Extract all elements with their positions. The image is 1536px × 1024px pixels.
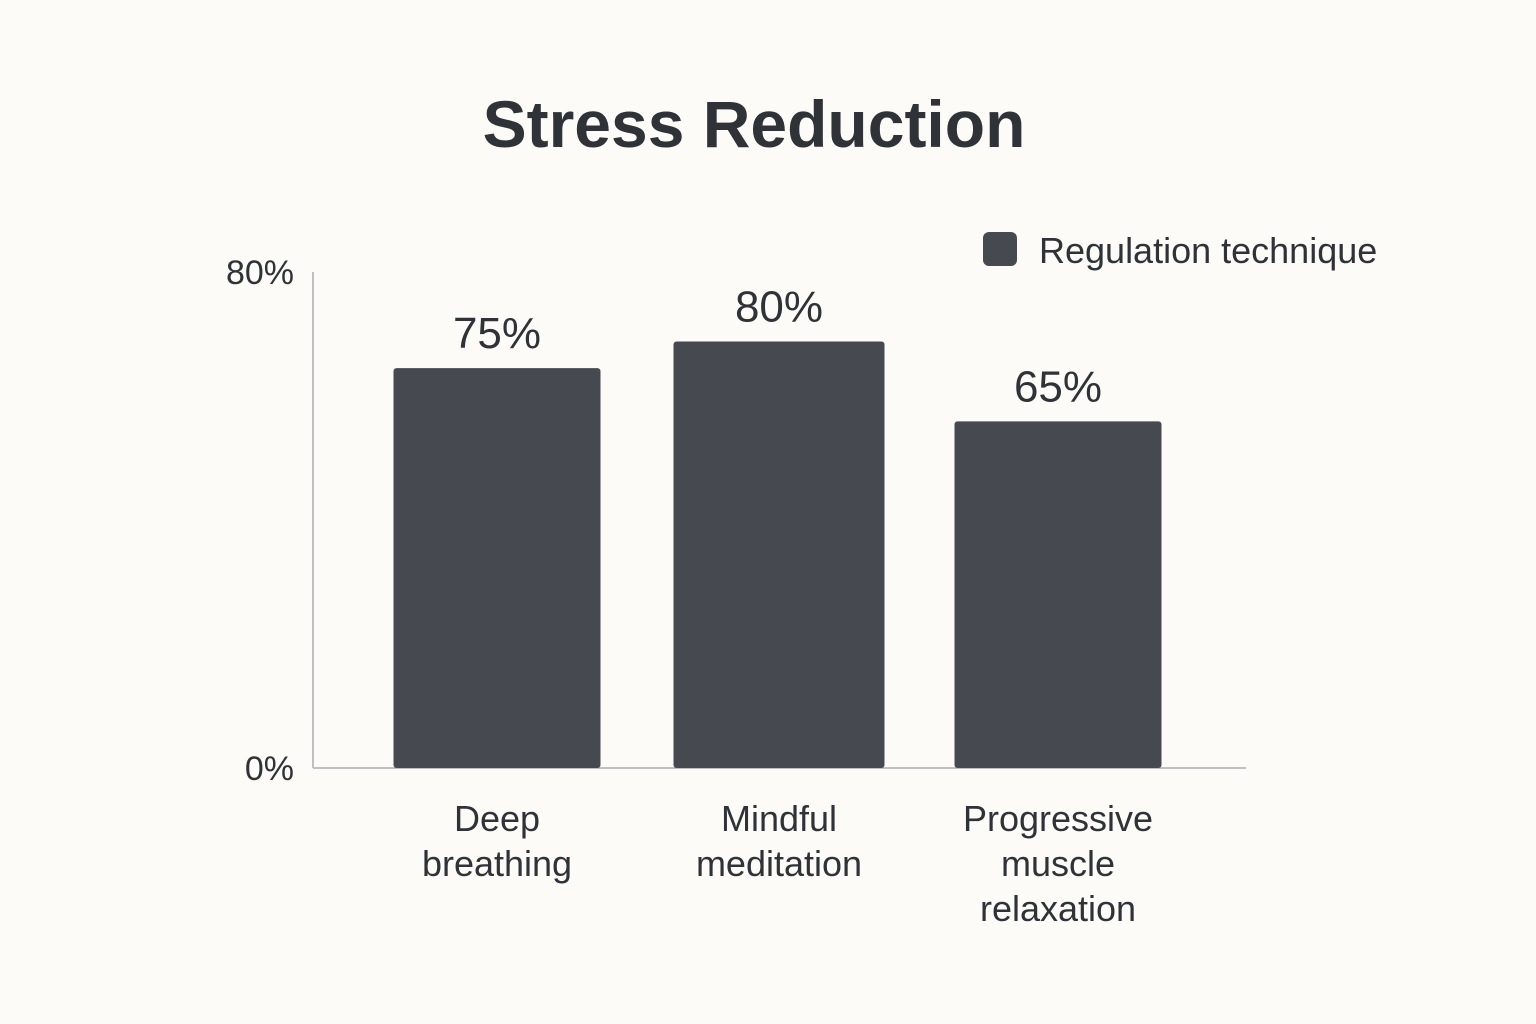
- bar: [393, 368, 601, 768]
- bar-value-label: 65%: [1014, 362, 1102, 411]
- bar: [954, 421, 1162, 768]
- category-label-line: Mindful: [721, 798, 837, 839]
- bar: [673, 341, 885, 768]
- category-label: Progressive muscle relaxation: [963, 798, 1153, 929]
- category-label: Mindful meditation: [696, 798, 862, 884]
- category-label-line: Deep: [454, 798, 540, 839]
- y-tick-label: 0%: [245, 750, 294, 788]
- y-tick-label: 80%: [226, 254, 294, 292]
- bar-value-label: 75%: [453, 309, 541, 358]
- category-labels: Deep breathing Mindful meditation Progressiv…: [422, 798, 1153, 929]
- category-label-line: muscle: [1001, 843, 1115, 884]
- category-label-line: Progressive: [963, 798, 1153, 839]
- y-tick-labels: 0% 80%: [226, 254, 294, 788]
- category-label-line: relaxation: [980, 888, 1136, 929]
- value-labels: 75% 80% 65%: [453, 282, 1102, 411]
- chart-title: Stress Reduction: [483, 87, 1026, 161]
- legend: Regulation technique: [983, 230, 1377, 271]
- category-label-line: breathing: [422, 843, 572, 884]
- legend-label: Regulation technique: [1039, 230, 1377, 271]
- legend-swatch: [983, 232, 1017, 266]
- category-label-line: meditation: [696, 843, 862, 884]
- bars: [393, 341, 1162, 768]
- category-label: Deep breathing: [422, 798, 572, 884]
- bar-value-label: 80%: [735, 282, 823, 331]
